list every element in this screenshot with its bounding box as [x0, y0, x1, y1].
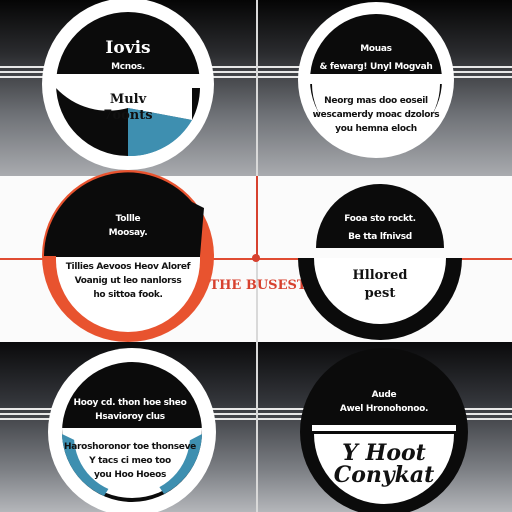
top-right-line-2: & fewarg! Unyl Mogvah: [319, 62, 433, 72]
top-right-body-3: you hemna eloch: [335, 124, 417, 134]
center-dot: [252, 254, 260, 262]
bot-left-body-1: Haroshoronor toe thonseve: [64, 442, 196, 452]
mid-left-line-2: Moosay.: [108, 228, 148, 238]
mid-right-line-2: Be tta lfnivsd: [348, 232, 412, 242]
top-left-body-2: 7oonts: [103, 108, 153, 123]
bot-left-line-1: Hooy cd. thon hoe sheo: [73, 398, 187, 408]
top-right-body-1: Neorg mas doo eoseil: [324, 96, 428, 106]
dial-middle-right: [298, 184, 462, 340]
top-left-subtitle: Mcnos.: [111, 62, 145, 72]
mid-left-line-1: Tollle: [115, 214, 141, 224]
mid-left-body-3: ho sittoa fook.: [93, 290, 163, 300]
bot-right-line-1: Aude: [371, 390, 397, 400]
mid-left-body-1: Tillies Aevoos Heov Aloref: [65, 262, 191, 272]
dial-bottom-left: [48, 348, 216, 512]
bot-left-body-2: Y tacs ci meo too: [89, 456, 171, 466]
top-right-body-2: wescamerdy moac dzolors: [312, 110, 440, 120]
bot-left-body-3: you Hoo Hoeos: [93, 470, 167, 480]
dial-middle-left: [42, 170, 214, 342]
mid-left-body-2: Voanig ut leo nanlorss: [74, 276, 182, 286]
top-left-title: Iovis: [105, 38, 151, 58]
center-label: THE BUSEST: [209, 278, 307, 293]
vertical-divider-red: [256, 176, 258, 256]
bot-right-body-2: Conykat: [333, 462, 435, 488]
dial-top-right: [298, 2, 454, 158]
bot-right-line-2: Awel Hronohonoo.: [339, 404, 429, 414]
dial-top-left: [42, 0, 214, 170]
mid-right-body-2: pest: [364, 286, 396, 301]
mid-right-body-1: Hllored: [352, 268, 408, 283]
bot-left-line-2: Hsavioroy clus: [95, 412, 165, 422]
top-left-body-1: Mulv: [109, 92, 147, 107]
dial-bottom-right: [300, 348, 468, 512]
top-right-line-1: Mouas: [360, 44, 392, 54]
bot-right-body-1: Y Hoot: [342, 440, 426, 466]
mid-right-line-1: Fooa sto rockt.: [344, 214, 416, 224]
